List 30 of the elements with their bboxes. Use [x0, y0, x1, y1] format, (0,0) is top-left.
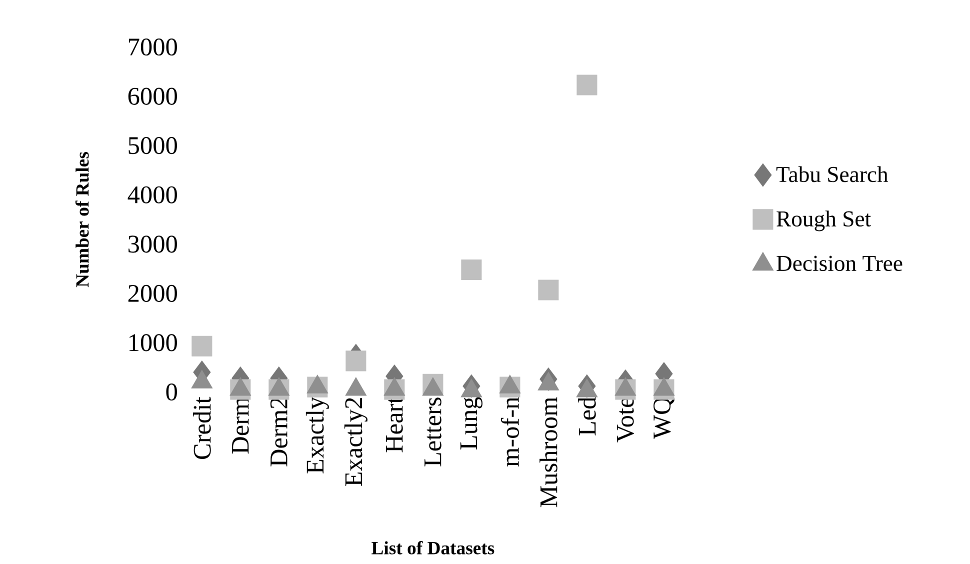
y-tick-label: 2000 — [128, 284, 177, 302]
x-tick-label: Credit — [193, 396, 211, 459]
y-tick-label: 0 — [166, 383, 177, 401]
point — [346, 350, 366, 372]
x-tick-label: Led — [578, 397, 596, 436]
x-tick-label: m-of-n — [500, 397, 519, 467]
legend-label: Tabu Search — [776, 166, 888, 182]
y-tick-label: 7000 — [128, 38, 177, 56]
point — [576, 74, 598, 96]
x-tick-label: Vote — [616, 398, 634, 442]
x-tick-label: Letters — [424, 398, 442, 466]
x-axis-title: List of Datasets — [372, 541, 494, 554]
y-tick-label: 1000 — [130, 334, 177, 352]
y-tick-label: 3000 — [128, 236, 177, 253]
y-tick-label: 5000 — [128, 137, 177, 154]
x-tick-label: Exactly — [306, 396, 329, 474]
x-tick-label: Lung — [460, 397, 482, 450]
x-tick-label: Derm2 — [270, 398, 288, 466]
legend-label: Decision Tree — [776, 256, 902, 272]
legend-label: Rough Set — [776, 210, 871, 232]
y-tick-label: 6000 — [128, 88, 177, 105]
y-axis-title: Number of Rules — [75, 152, 89, 288]
y-tick-label: 4000 — [128, 186, 177, 204]
point — [538, 280, 559, 300]
point — [192, 336, 212, 356]
x-tick-label: Mushroom — [540, 397, 558, 508]
x-tick-label: Derm — [232, 397, 249, 454]
x-tick-label: Heart — [386, 396, 403, 452]
point — [461, 260, 482, 280]
x-tick-label: Exactly2 — [344, 398, 368, 486]
